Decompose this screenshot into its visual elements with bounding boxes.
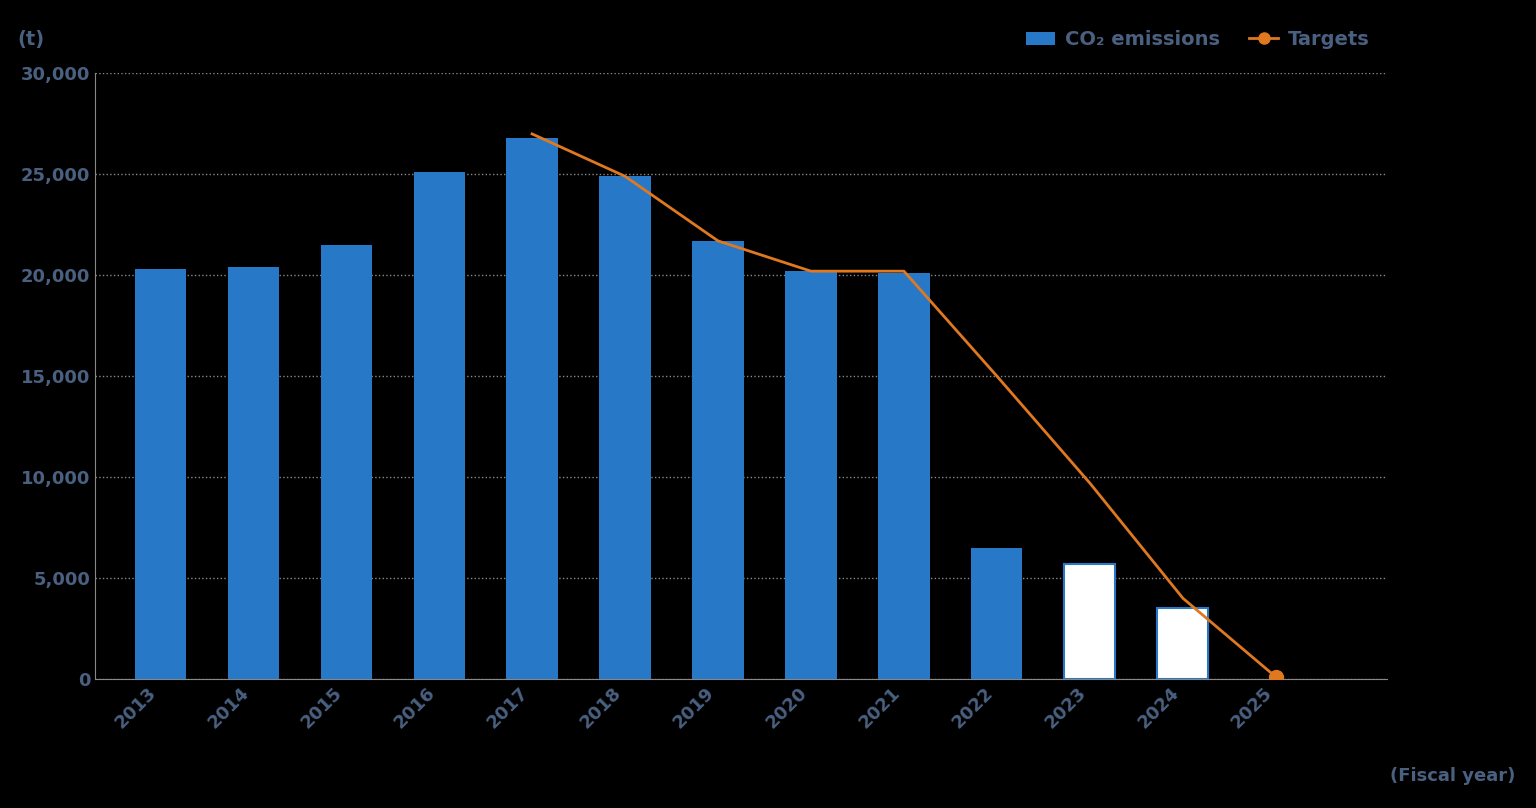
Bar [1157, 608, 1209, 679]
Legend: CO₂ emissions, Targets: CO₂ emissions, Targets [1018, 23, 1378, 57]
Bar [321, 245, 372, 679]
Bar [599, 176, 651, 679]
Text: (t): (t) [17, 30, 45, 49]
Bar [693, 241, 743, 679]
Bar [135, 269, 186, 679]
Bar [507, 138, 558, 679]
Bar [227, 267, 278, 679]
Bar [971, 548, 1023, 679]
Bar [1064, 564, 1115, 679]
Bar [879, 273, 929, 679]
Text: (Fiscal year): (Fiscal year) [1390, 767, 1516, 785]
Bar [785, 271, 837, 679]
Bar [413, 172, 465, 679]
